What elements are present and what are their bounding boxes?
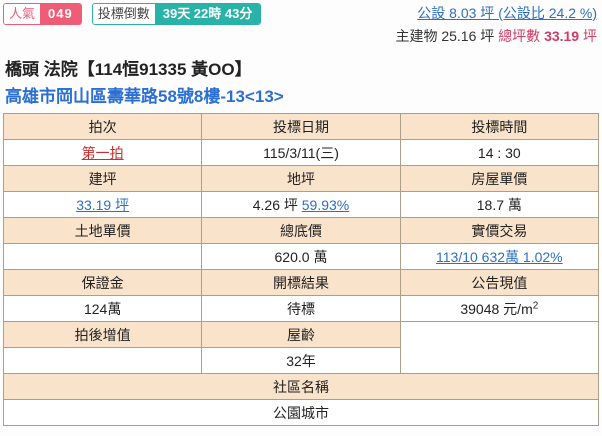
table-row: 建坪 地坪 房屋單價 [2, 165, 600, 192]
table-row: 124萬 待標 39048 元/m2 [2, 295, 600, 322]
property-address-link[interactable]: 高雄市岡山區壽華路58號8樓-13<13> [5, 87, 284, 106]
table-row: 社區名稱 [3, 373, 599, 400]
header-post-auction-gain: 拍後增值 [2, 321, 203, 348]
top-bar: 人氣 049 投標倒數 39天 22時 43分 公設 8.03 坪 (公設比 2… [3, 2, 599, 48]
land-ping-value: 4.26 坪 [252, 196, 298, 213]
header-house-unit-price: 房屋單價 [399, 165, 600, 192]
bid-date-value: 115/3/11(三) [201, 139, 401, 166]
announced-value-number: 39048 元/m [460, 300, 533, 317]
header-total-floor-price: 總底價 [201, 217, 401, 244]
bid-countdown-badge: 投標倒數 39天 22時 43分 [91, 3, 262, 25]
house-age-value: 32年 [201, 347, 401, 374]
total-ping-unit: 坪 [583, 28, 597, 44]
actual-price-trade-link[interactable]: 113/10 632萬 1.02% [436, 248, 563, 265]
table-row: 土地單價 總底價 實價交易 [2, 217, 600, 244]
bid-time-value: 14 : 30 [399, 139, 600, 166]
land-ratio-link[interactable]: 59.93% [301, 196, 350, 213]
popularity-badge: 人氣 049 [3, 3, 82, 25]
deposit-value: 124萬 [2, 295, 203, 322]
badge-group: 人氣 049 投標倒數 39天 22時 43分 [3, 2, 262, 25]
header-bid-result: 開標結果 [201, 269, 401, 296]
table-row: 保證金 開標結果 公告現值 [2, 269, 600, 296]
header-deposit: 保證金 [2, 269, 203, 296]
popularity-count: 049 [40, 4, 81, 24]
case-title: 橋頭 法院【114恒91335 黃OO】 [5, 60, 252, 79]
building-ping-link[interactable]: 33.19 坪 [76, 196, 130, 213]
community-name-value: 公園城市 [3, 399, 599, 426]
popularity-label: 人氣 [4, 4, 41, 24]
post-auction-gain-value [2, 347, 203, 374]
header-bid-time: 投標時間 [399, 113, 600, 140]
announced-value: 39048 元/m2 [399, 295, 600, 322]
header-announced-value: 公告現值 [399, 269, 600, 296]
auction-round-link[interactable]: 第一拍 [81, 144, 124, 161]
total-floor-price-value: 620.0 萬 [201, 243, 401, 270]
header-land-unit-price: 土地單價 [2, 217, 203, 244]
header-bid-date: 投標日期 [201, 113, 401, 140]
empty-merged-cell [399, 321, 600, 374]
total-ping-label: 總坪數 [498, 28, 541, 44]
public-facility-link[interactable]: 公設 8.03 坪 (公設比 24.2 %) [417, 5, 597, 21]
total-ping-value: 33.19 [544, 28, 580, 44]
table-row: 620.0 萬 113/10 632萬 1.02% [2, 243, 600, 270]
main-building-area: 主建物 25.16 坪 [395, 28, 495, 44]
header-house-age: 屋齡 [201, 321, 401, 348]
table-row: 拍次 投標日期 投標時間 [2, 113, 600, 140]
header-building-ping: 建坪 [2, 165, 203, 192]
bid-countdown-value: 39天 22時 43分 [154, 4, 261, 24]
table-row: 33.19 坪 4.26 坪 59.93% 18.7 萬 [2, 191, 600, 218]
table-row: 拍後增值 屋齡 [2, 321, 600, 374]
header-actual-price-trade: 實價交易 [399, 217, 600, 244]
bid-result-value: 待標 [201, 295, 401, 322]
header-auction-round: 拍次 [2, 113, 203, 140]
land-unit-price-value [2, 243, 203, 270]
area-summary: 公設 8.03 坪 (公設比 24.2 %) 主建物 25.16 坪 總坪數 3… [395, 2, 599, 48]
table-row: 第一拍 115/3/11(三) 14 : 30 [2, 139, 600, 166]
bid-countdown-label: 投標倒數 [92, 4, 155, 24]
auction-detail-table: 拍次 投標日期 投標時間 第一拍 115/3/11(三) 14 : 30 建坪 … [2, 113, 600, 426]
announced-value-sup: 2 [532, 299, 539, 311]
header-land-ping: 地坪 [201, 165, 401, 192]
table-row: 公園城市 [3, 399, 599, 426]
header-community-name: 社區名稱 [3, 373, 599, 400]
house-unit-price-value: 18.7 萬 [399, 191, 600, 218]
